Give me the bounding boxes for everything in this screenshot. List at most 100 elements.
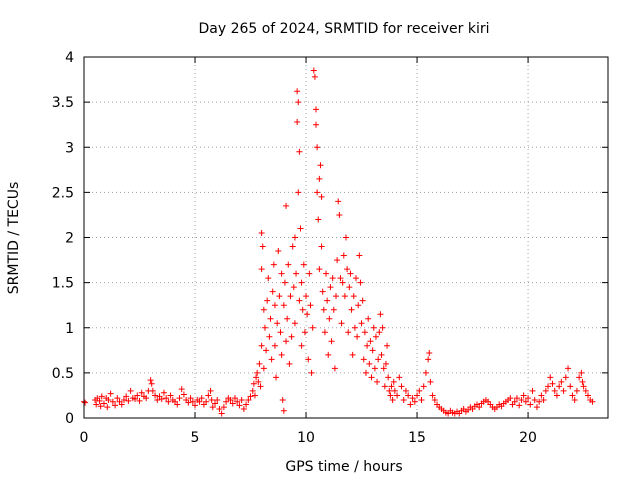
data-point — [120, 396, 127, 403]
data-point — [107, 390, 114, 397]
data-point — [520, 392, 527, 399]
data-point — [344, 266, 351, 273]
data-point — [301, 329, 308, 336]
data-point — [214, 396, 221, 403]
data-point — [578, 369, 585, 376]
data-point — [82, 399, 89, 406]
data-point — [260, 365, 267, 372]
data-point — [304, 311, 311, 318]
data-point — [294, 88, 301, 95]
data-point — [374, 378, 381, 385]
data-point — [387, 392, 394, 399]
data-point — [136, 397, 143, 404]
data-point — [347, 270, 354, 277]
data-point — [118, 401, 125, 408]
data-point — [323, 270, 330, 277]
data-point — [294, 118, 301, 125]
data-point — [258, 342, 265, 349]
data-point — [325, 351, 332, 358]
data-point — [291, 320, 298, 327]
data-point — [93, 401, 100, 408]
data-point — [167, 392, 174, 399]
data-point — [560, 387, 567, 394]
data-point — [158, 396, 165, 403]
data-point — [525, 395, 532, 402]
data-point — [281, 279, 288, 286]
data-point — [114, 395, 121, 402]
data-point — [335, 198, 342, 205]
data-point — [125, 397, 132, 404]
data-point — [209, 404, 216, 411]
data-point — [311, 73, 318, 80]
y-tick-label: 4 — [65, 50, 74, 66]
data-point — [553, 392, 560, 399]
data-point — [349, 351, 356, 358]
data-point — [260, 306, 267, 313]
data-point — [148, 380, 155, 387]
y-tick-label: 3 — [65, 140, 74, 156]
data-point — [266, 333, 273, 340]
data-point — [163, 395, 170, 402]
data-point — [367, 338, 374, 345]
data-point — [556, 383, 563, 390]
data-point — [400, 396, 407, 403]
data-point — [345, 329, 352, 336]
data-point — [549, 380, 556, 387]
data-point — [240, 405, 247, 412]
data-point — [372, 333, 379, 340]
data-point — [250, 380, 257, 387]
data-point — [198, 395, 205, 402]
data-point — [231, 395, 238, 402]
data-point — [192, 402, 199, 409]
data-point — [558, 378, 565, 385]
data-point — [368, 374, 375, 381]
data-point — [313, 121, 320, 128]
data-point — [247, 393, 254, 400]
axis-ticks: 0 0.5 1 1.5 2 2.5 3 3.5 4 0 5 10 15 20 — [52, 50, 608, 446]
data-point — [253, 374, 260, 381]
data-point — [411, 398, 418, 405]
data-point — [366, 360, 373, 367]
data-point — [336, 211, 343, 218]
data-point — [531, 396, 538, 403]
data-point — [379, 324, 386, 331]
data-point — [97, 403, 104, 410]
x-tick-label: 0 — [80, 430, 89, 446]
data-point — [426, 350, 433, 357]
data-point — [147, 377, 154, 384]
y-tick-label: 0 — [65, 411, 74, 427]
data-point — [370, 324, 377, 331]
data-point — [365, 315, 372, 322]
data-point — [585, 392, 592, 399]
data-point — [429, 392, 436, 399]
data-point — [533, 404, 540, 411]
data-point — [256, 360, 263, 367]
data-point — [305, 356, 312, 363]
data-point — [176, 395, 183, 402]
data-point — [364, 342, 371, 349]
data-point — [405, 392, 412, 399]
data-point — [275, 248, 282, 255]
data-point — [314, 189, 321, 196]
data-point — [229, 400, 236, 407]
data-point — [257, 383, 264, 390]
data-point — [511, 398, 518, 405]
data-point — [314, 144, 321, 151]
data-point — [420, 383, 427, 390]
data-point — [571, 396, 578, 403]
data-point — [296, 297, 303, 304]
data-point — [354, 333, 361, 340]
data-point — [295, 189, 302, 196]
data-point — [243, 401, 250, 408]
data-point — [309, 324, 316, 331]
data-point — [298, 342, 305, 349]
chart-title: Day 265 of 2024, SRMTID for receiver kir… — [198, 21, 489, 37]
data-point — [105, 396, 112, 403]
data-point — [283, 338, 290, 345]
data-point — [357, 279, 364, 286]
data-point — [382, 360, 389, 367]
data-point — [270, 261, 277, 268]
data-point — [271, 302, 278, 309]
data-point — [227, 396, 234, 403]
data-point — [289, 243, 296, 250]
